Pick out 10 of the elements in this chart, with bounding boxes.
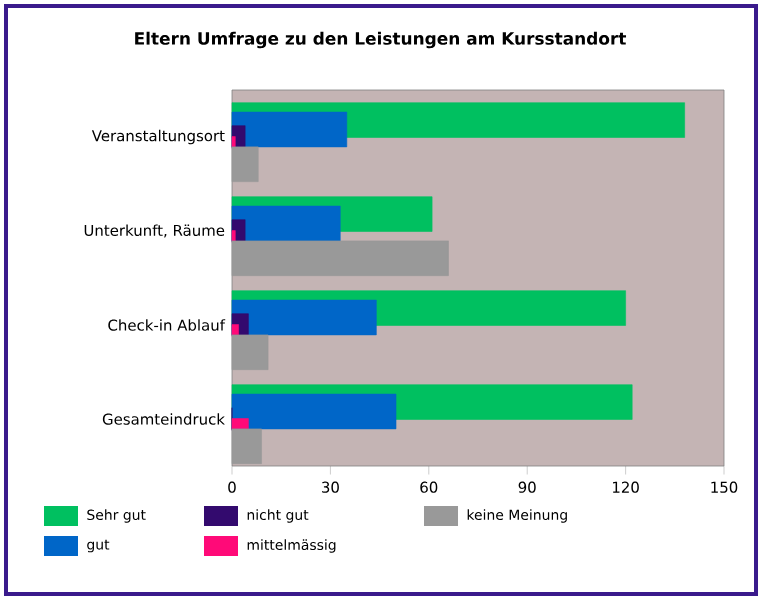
bar [231, 205, 341, 242]
bar [231, 334, 269, 370]
bar [231, 146, 259, 182]
chart-title: Eltern Umfrage zu den Leistungen am Kursstandort [135, 31, 627, 49]
bar [231, 418, 249, 430]
bar [231, 111, 348, 148]
bar [231, 428, 262, 464]
bar [231, 240, 449, 276]
bar [231, 299, 377, 336]
bar [231, 393, 397, 430]
